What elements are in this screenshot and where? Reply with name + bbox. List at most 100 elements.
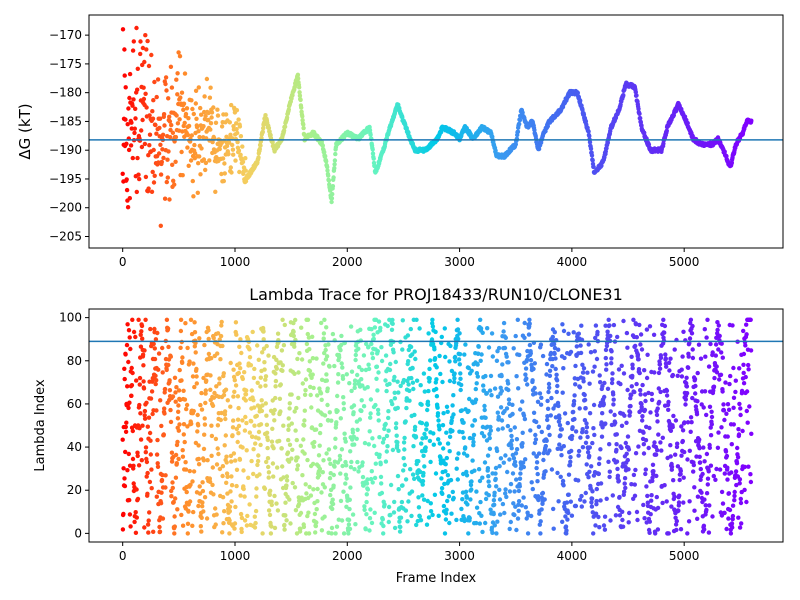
lambda-point xyxy=(722,417,727,423)
lambda-point xyxy=(552,351,557,356)
lambda-point xyxy=(149,467,154,472)
dg-point xyxy=(295,72,301,78)
lambda-point xyxy=(610,493,615,498)
lambda-point xyxy=(237,457,243,462)
lambda-point xyxy=(341,489,346,494)
lambda-point xyxy=(509,446,514,451)
dg-point xyxy=(240,144,245,149)
lambda-point xyxy=(535,471,540,477)
lambda-point xyxy=(174,461,179,466)
lambda-point xyxy=(353,357,358,363)
lambda-point xyxy=(181,388,186,393)
lambda-point xyxy=(388,482,394,488)
lambda-point xyxy=(480,475,485,480)
lambda-point xyxy=(679,367,684,372)
lambda-point xyxy=(536,451,542,456)
lambda-point xyxy=(546,381,552,387)
lambda-point xyxy=(488,428,493,433)
lambda-point xyxy=(248,363,254,368)
lambda-point xyxy=(321,331,327,336)
lambda-point xyxy=(704,491,710,496)
lambda-point xyxy=(508,519,513,525)
dg-point xyxy=(300,118,305,123)
lambda-point xyxy=(264,459,269,465)
lambda-point xyxy=(329,525,335,531)
dg-point xyxy=(208,127,213,132)
lambda-point xyxy=(737,477,743,482)
lambda-point xyxy=(125,384,130,389)
lambda-point xyxy=(530,486,535,492)
lambda-point xyxy=(454,517,459,523)
dg-point xyxy=(162,123,167,128)
dg-point xyxy=(194,116,199,122)
lambda-point xyxy=(403,508,409,513)
lambda-point xyxy=(204,516,210,521)
lambda-point xyxy=(322,514,327,519)
lambda-point xyxy=(292,371,297,376)
lambda-chart-title: Lambda Trace for PROJ18433/RUN10/CLONE31 xyxy=(249,285,623,304)
lambda-point xyxy=(685,420,691,425)
lambda-point xyxy=(392,390,397,395)
lambda-point xyxy=(359,377,364,382)
lambda-point xyxy=(719,350,724,355)
lambda-point xyxy=(260,403,265,408)
lambda-point xyxy=(561,483,566,488)
lambda-point xyxy=(148,396,154,401)
dg-point xyxy=(150,109,155,114)
lambda-point xyxy=(142,416,148,421)
lambda-point xyxy=(414,522,419,528)
lambda-point xyxy=(240,445,245,450)
dg-point xyxy=(266,125,272,131)
dg-point xyxy=(127,95,132,101)
lambda-point xyxy=(583,406,588,411)
lambda-point xyxy=(175,439,180,445)
lambda-point xyxy=(565,420,570,426)
lambda-point xyxy=(433,471,439,476)
dg-axes-frame xyxy=(88,14,784,249)
lambda-point xyxy=(744,408,749,414)
lambda-point xyxy=(441,503,447,509)
lambda-point xyxy=(127,497,132,503)
lambda-point xyxy=(309,405,314,410)
lambda-point xyxy=(504,494,509,500)
lambda-point xyxy=(709,422,714,427)
lambda-point xyxy=(477,521,482,526)
dg-point xyxy=(219,124,225,129)
lambda-point xyxy=(580,427,585,432)
lambda-point xyxy=(620,517,625,523)
lambda-point xyxy=(371,336,376,342)
lambda-point xyxy=(250,434,255,439)
lambda-point xyxy=(462,352,467,357)
lambda-point xyxy=(160,516,166,521)
dg-point xyxy=(143,91,148,97)
lambda-point xyxy=(183,467,189,472)
lambda-point xyxy=(299,325,304,330)
lambda-point xyxy=(324,325,329,330)
lambda-point xyxy=(219,323,224,328)
lambda-point xyxy=(352,385,357,390)
dg-point xyxy=(258,143,263,148)
lambda-point xyxy=(142,408,148,414)
lambda-point xyxy=(269,502,274,508)
lambda-point xyxy=(343,472,349,477)
lambda-point xyxy=(486,474,491,479)
lambda-point xyxy=(541,457,546,463)
lambda-point xyxy=(334,420,339,425)
dg-point xyxy=(545,124,550,129)
lambda-point xyxy=(416,495,421,500)
lambda-point xyxy=(337,457,343,462)
lambda-point xyxy=(490,530,495,535)
lambda-point xyxy=(256,436,261,441)
lambda-point xyxy=(294,437,299,443)
lambda-point xyxy=(253,520,258,526)
lambda-point xyxy=(695,516,700,521)
lambda-point xyxy=(120,437,125,442)
dg-point xyxy=(136,172,141,177)
lambda-point xyxy=(159,423,164,429)
dg-point xyxy=(226,151,231,157)
dg-point xyxy=(127,196,132,201)
lambda-point xyxy=(198,402,203,408)
lambda-point xyxy=(369,469,374,474)
lambda-point xyxy=(372,443,377,449)
lambda-point xyxy=(196,462,202,467)
